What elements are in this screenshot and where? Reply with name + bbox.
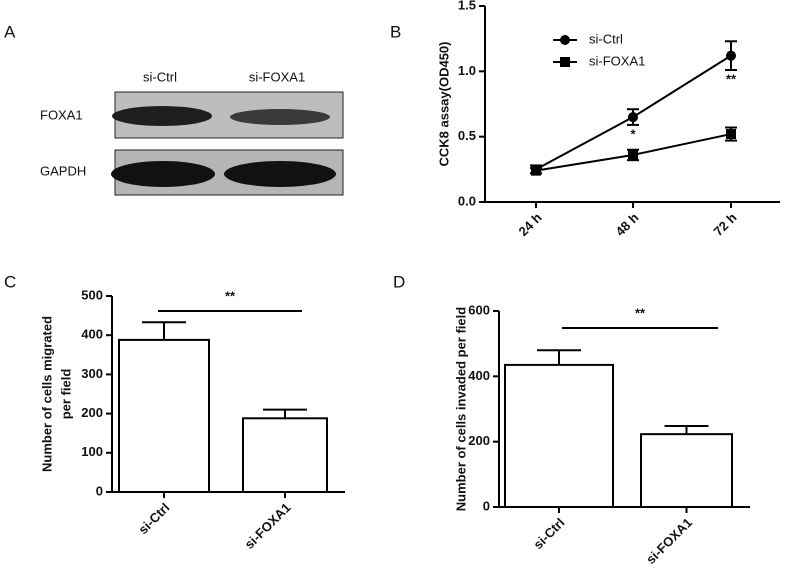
panel-label: A xyxy=(4,22,16,41)
y-tick-label: 400 xyxy=(468,368,490,383)
significance-label: ** xyxy=(635,305,646,320)
y-tick-label: 600 xyxy=(468,302,490,317)
y-axis-label: CCK8 assay(OD450) xyxy=(436,41,451,166)
marker xyxy=(560,57,570,67)
y-tick-label: 1.0 xyxy=(458,63,476,78)
blot-column-label: si-Ctrl xyxy=(143,69,177,84)
y-tick-label: 1.5 xyxy=(458,0,476,12)
x-tick-label: 24 h xyxy=(516,210,545,239)
x-tick-label: si-FOXA1 xyxy=(643,515,695,567)
y-tick-label: 300 xyxy=(81,366,103,381)
y-axis-label: Number of cells invaded per field xyxy=(453,307,468,511)
marker xyxy=(628,149,638,160)
legend-label: si-FOXA1 xyxy=(589,53,645,68)
marker xyxy=(628,112,638,123)
blot-row-label: GAPDH xyxy=(40,163,86,178)
y-tick-label: 200 xyxy=(468,433,490,448)
x-tick-label: si-FOXA1 xyxy=(242,500,294,552)
panel-label: D xyxy=(393,272,405,291)
x-tick-label: si-Ctrl xyxy=(530,515,567,552)
bar xyxy=(242,417,328,493)
blot-image xyxy=(111,91,344,196)
blot-row-label: FOXA1 xyxy=(40,107,83,122)
marker xyxy=(531,165,541,176)
y-tick-label: 100 xyxy=(81,444,103,459)
y-tick-label: 0.0 xyxy=(458,193,476,208)
y-axis-label: Number of cells migrated xyxy=(39,316,54,472)
y-axis-label: per field xyxy=(58,369,73,420)
y-tick-label: 200 xyxy=(81,405,103,420)
bar xyxy=(118,338,210,493)
bar xyxy=(504,363,614,508)
y-tick-label: 0 xyxy=(96,483,103,498)
bar xyxy=(640,433,733,508)
marker xyxy=(560,35,570,45)
y-tick-label: 400 xyxy=(81,327,103,342)
x-tick-label: si-Ctrl xyxy=(135,500,172,537)
marker xyxy=(726,129,736,140)
significance-label: ** xyxy=(726,71,737,86)
significance-label: * xyxy=(630,126,636,141)
panel-label: C xyxy=(4,272,16,291)
x-tick-label: 72 h xyxy=(711,210,740,239)
marker xyxy=(726,50,736,61)
legend-label: si-Ctrl xyxy=(589,31,623,46)
panel-label: B xyxy=(390,22,401,41)
x-tick-label: 48 h xyxy=(613,210,642,239)
significance-label: ** xyxy=(225,288,236,303)
y-tick-label: 0.5 xyxy=(458,128,476,143)
y-tick-label: 0 xyxy=(483,498,490,513)
blot-column-label: si-FOXA1 xyxy=(249,69,305,84)
y-tick-label: 500 xyxy=(81,287,103,302)
